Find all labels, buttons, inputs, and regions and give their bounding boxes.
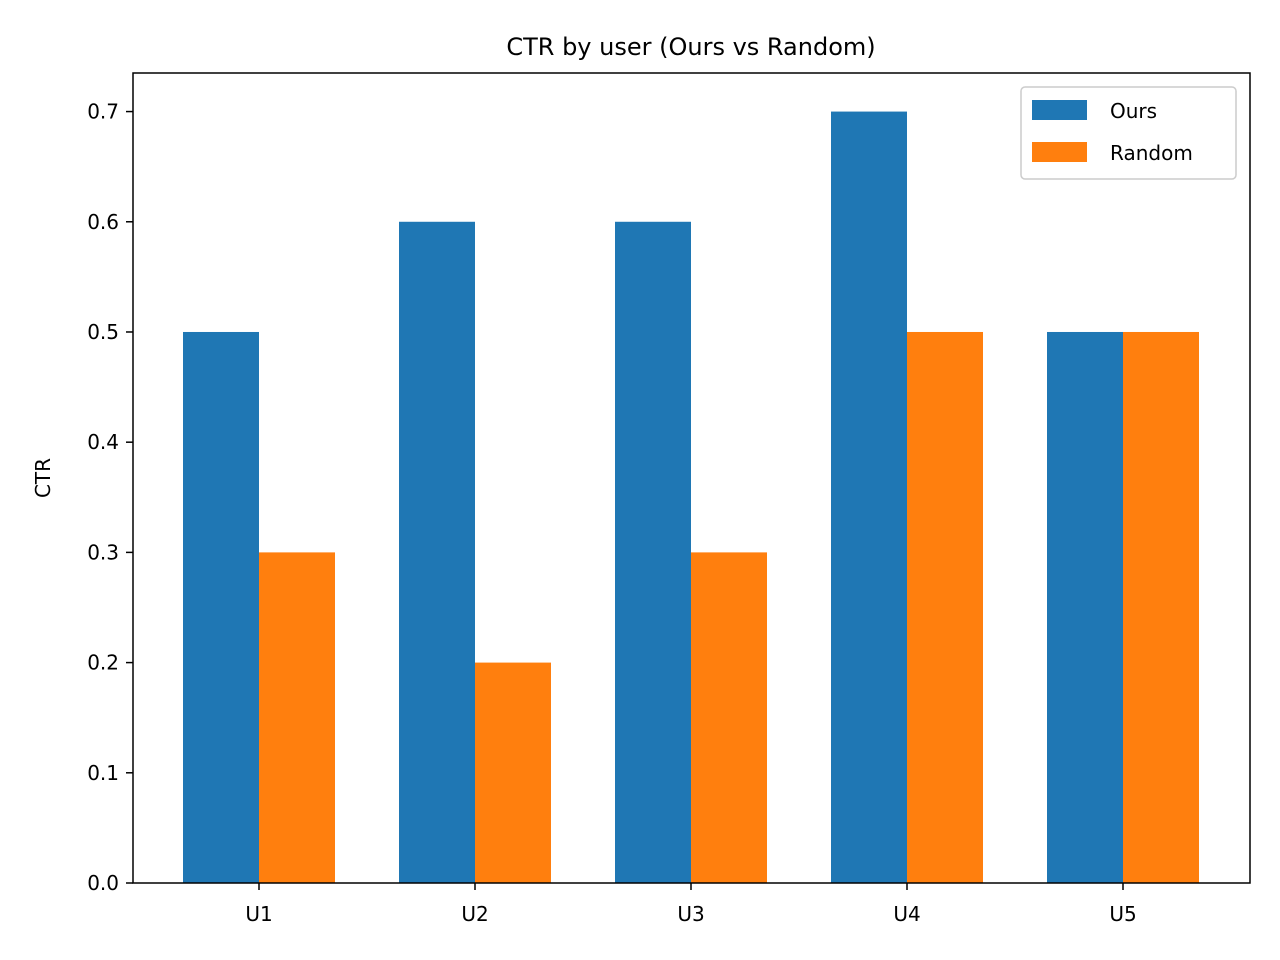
legend: Ours Random [1020, 86, 1237, 180]
bar-ours-u4 [831, 111, 907, 884]
axis-ticks: U1 U2 U3 U4 U5 0.0 0.1 0.2 0.3 0.4 0.5 0.6 0.7 [87, 100, 1137, 926]
legend-label-random: Random [1110, 141, 1193, 165]
bar-random-u5 [1123, 331, 1199, 883]
bar-random-u1 [259, 552, 335, 883]
bar-ours-u3 [615, 221, 691, 883]
bar-random-u2 [475, 662, 551, 883]
bar-random-u3 [691, 552, 767, 883]
y-tick-label-6: 0.6 [87, 210, 119, 234]
bar-ours-u2 [399, 221, 475, 883]
x-tick-label-u5: U5 [1109, 902, 1136, 926]
legend-label-ours: Ours [1110, 99, 1157, 123]
y-tick-label-0: 0.0 [87, 871, 119, 895]
x-tick-label-u2: U2 [461, 902, 488, 926]
x-tick-label-u1: U1 [245, 902, 272, 926]
bar-ours-u1 [183, 331, 259, 883]
x-tick-label-u3: U3 [677, 902, 704, 926]
y-axis-label: CTR [31, 458, 55, 498]
x-tick-label-u4: U4 [893, 902, 920, 926]
bars-layer [183, 111, 1199, 884]
chart-title: CTR by user (Ours vs Random) [506, 33, 875, 61]
y-tick-label-4: 0.4 [87, 430, 119, 454]
y-tick-label-7: 0.7 [87, 100, 119, 124]
y-tick-label-1: 0.1 [87, 761, 119, 785]
bar-random-u4 [907, 331, 983, 883]
legend-swatch-random [1032, 142, 1087, 162]
y-tick-label-5: 0.5 [87, 320, 119, 344]
y-tick-label-3: 0.3 [87, 540, 119, 564]
bar-ours-u5 [1047, 331, 1123, 883]
y-tick-label-2: 0.2 [87, 651, 119, 675]
legend-swatch-ours [1032, 100, 1087, 120]
